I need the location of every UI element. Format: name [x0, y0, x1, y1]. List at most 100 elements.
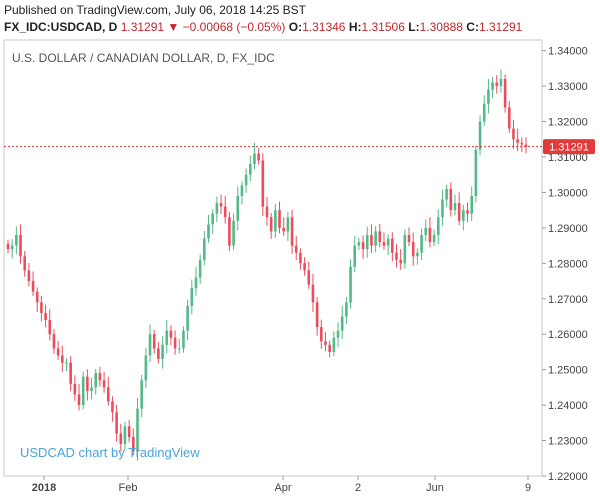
candle-body	[507, 107, 511, 129]
candle-body	[466, 210, 469, 214]
candle-body	[211, 213, 214, 225]
candle-body	[449, 188, 453, 211]
candle-body	[119, 433, 123, 445]
y-tick-label: 1.23000	[548, 436, 588, 448]
candle-body	[203, 238, 206, 260]
x-tick-label: 2	[355, 482, 361, 494]
candle-body	[499, 78, 503, 87]
candle-body	[516, 139, 519, 143]
symbol-label: FX_IDC:USDCAD, D	[4, 20, 118, 34]
candle-body	[69, 362, 72, 384]
candle-body	[19, 234, 22, 257]
x-tick-label: Feb	[119, 482, 138, 494]
candle-body	[274, 210, 277, 232]
candle-body	[127, 426, 131, 438]
candle-body	[182, 330, 185, 349]
y-tick-label: 1.33000	[548, 81, 588, 93]
y-tick-label: 1.31000	[548, 152, 588, 164]
candle-body	[152, 334, 156, 349]
candle-body	[223, 206, 227, 218]
candle-body	[353, 245, 357, 267]
candle-body	[61, 355, 64, 363]
candles	[6, 69, 528, 461]
candle-body	[261, 160, 265, 207]
candle-body	[257, 153, 260, 161]
candle-body	[478, 121, 482, 150]
candle-body	[81, 376, 85, 406]
watermark[interactable]: USDCAD chart by TradingView	[20, 445, 200, 460]
candle-body	[140, 380, 143, 409]
candle-body	[453, 203, 457, 211]
candle-body	[336, 330, 340, 338]
published-line: Published on TradingView.com, July 06, 2…	[4, 3, 306, 17]
candle-body	[432, 234, 436, 243]
candle-body	[457, 203, 461, 221]
candle-body	[512, 128, 515, 140]
candle-body	[228, 217, 231, 246]
y-tick-label: 1.29000	[548, 223, 588, 235]
candle-body	[98, 373, 102, 381]
y-tick-label: 1.26000	[548, 329, 588, 341]
candle-body	[48, 320, 52, 335]
candle-body	[294, 245, 298, 253]
candle-body	[123, 426, 127, 445]
candle-body	[445, 188, 448, 200]
candle-body	[482, 103, 486, 122]
price-axis[interactable]: 1.22000 1.23000 1.24000 1.25000 1.26000 1.270…	[542, 46, 588, 483]
candle-body	[219, 203, 223, 207]
candle-body	[94, 373, 98, 388]
x-tick-label: Apr	[274, 482, 291, 494]
chart-frame	[3, 39, 543, 477]
candle-body	[6, 243, 10, 250]
y-tick-label: 1.28000	[548, 258, 588, 270]
candle-body	[269, 217, 273, 232]
candle-body	[311, 284, 315, 303]
open-label: O:	[288, 20, 303, 34]
candle-body	[424, 227, 428, 235]
y-tick-label: 1.27000	[548, 294, 588, 306]
candle-body	[391, 238, 394, 253]
candle-body	[403, 234, 407, 264]
candle-body	[248, 164, 252, 175]
candle-body	[165, 330, 169, 345]
candle-body	[215, 203, 219, 214]
last-price: 1.31291	[120, 20, 165, 34]
candle-body	[86, 376, 89, 391]
y-tick-label: 1.34000	[548, 46, 588, 58]
low-value: 1.30888	[419, 20, 463, 34]
candle-body	[315, 302, 319, 328]
y-tick-label: 1.24000	[548, 400, 588, 412]
candle-body	[240, 185, 244, 196]
candle-body	[382, 242, 386, 246]
candle-body	[349, 266, 352, 303]
candle-body	[44, 312, 47, 321]
candle-body	[10, 245, 14, 250]
time-axis[interactable]: 2018 Feb Apr 2 Jun 9	[32, 476, 531, 494]
candle-body	[148, 334, 152, 356]
candle-body	[328, 344, 331, 352]
candle-body	[503, 78, 507, 108]
candle-body	[436, 217, 440, 235]
candle-body	[395, 252, 398, 260]
down-arrow-icon: ▼	[167, 20, 180, 34]
candle-body	[169, 330, 173, 338]
candle-body	[345, 302, 348, 317]
candle-body	[186, 305, 189, 331]
x-tick-label: Jun	[426, 482, 444, 494]
candle-body	[40, 302, 43, 313]
candle-body	[370, 234, 373, 246]
candle-body	[90, 387, 93, 391]
candle-body	[470, 195, 473, 214]
candle-body	[207, 224, 210, 239]
candle-body	[411, 242, 415, 257]
candle-body	[307, 270, 311, 285]
candle-body	[56, 348, 60, 356]
candle-body	[520, 142, 524, 145]
candle-body	[495, 82, 499, 87]
x-tick-label: 2018	[32, 482, 56, 494]
candle-body	[420, 234, 423, 253]
candle-body	[324, 341, 327, 345]
candle-body	[23, 256, 27, 271]
last-price-tag-text: 1.31291	[549, 142, 589, 154]
